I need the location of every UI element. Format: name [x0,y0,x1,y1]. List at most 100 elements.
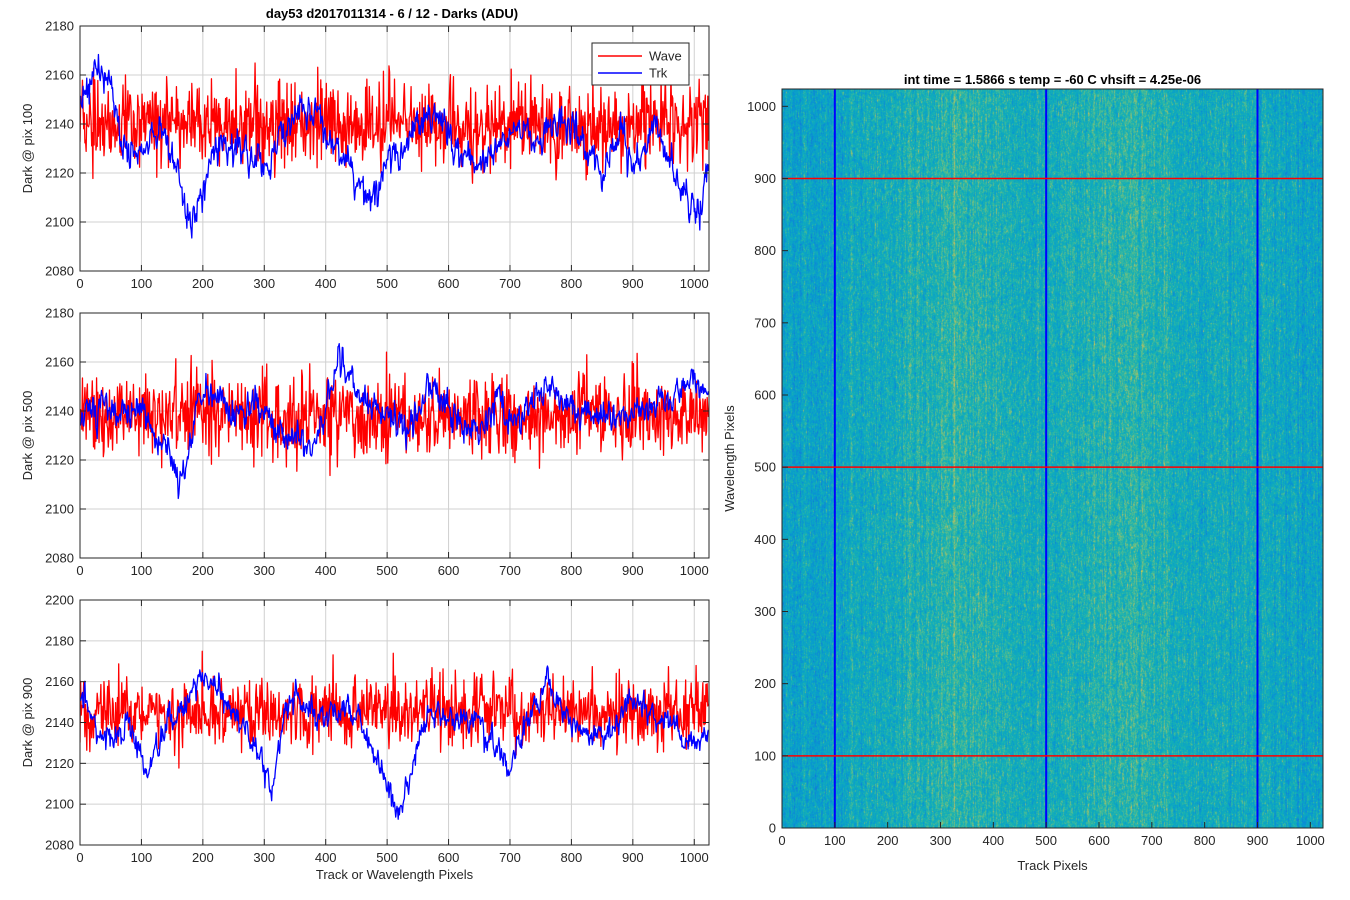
y-tick-label: 2120 [45,166,74,181]
x-tick-label: 300 [253,276,275,291]
x-axis-label: Track Pixels [1017,858,1088,873]
x-tick-label: 500 [376,276,398,291]
y-tick-label: 2180 [45,633,74,648]
x-tick-label: 800 [561,563,583,578]
x-tick-label: 1000 [680,850,709,865]
y-tick-label: 2080 [45,551,74,566]
x-tick-label: 800 [561,850,583,865]
heatmap-title: int time = 1.5866 s temp = -60 C vhsift … [904,72,1201,87]
x-tick-label: 300 [253,563,275,578]
x-tick-label: 400 [982,833,1004,848]
x-tick-label: 700 [499,850,521,865]
y-tick-label: 200 [754,676,776,691]
axes-frame [79,25,710,272]
x-tick-label: 200 [192,563,214,578]
x-tick-label: 900 [1247,833,1269,848]
x-tick-label: 100 [131,276,153,291]
x-tick-label: 600 [438,850,460,865]
x-tick-label: 500 [376,563,398,578]
x-tick-label: 1000 [1296,833,1325,848]
y-tick-label: 2100 [45,215,74,230]
x-tick-label: 700 [1141,833,1163,848]
x-tick-label: 0 [76,850,83,865]
legend-label-trk: Trk [649,66,668,81]
y-tick-label: 2100 [45,502,74,517]
y-tick-label: 2140 [45,404,74,419]
legend-box [591,42,690,86]
x-tick-label: 400 [315,563,337,578]
x-tick-label: 300 [253,850,275,865]
x-tick-label: 600 [438,276,460,291]
x-tick-label: 900 [622,850,644,865]
y-tick-label: 500 [754,460,776,475]
x-tick-label: 0 [76,276,83,291]
x-tick-label: 700 [499,563,521,578]
dark-frame-heatmap: 0 100 200 300 400 500 600 700 800 900 1000 0 100 200 3… [722,72,1325,873]
y-tick-label: 2180 [45,306,74,321]
y-tick-label: 2080 [45,838,74,853]
x-tick-label: 500 [376,850,398,865]
dark-pix500-plot: 0 100 200 300 400 500 600 700 800 900 1000 2080 2100… [20,306,710,578]
x-tick-label: 800 [561,276,583,291]
x-tick-label: 0 [76,563,83,578]
x-tick-label: 300 [930,833,952,848]
y-axis-label: Dark @ pix 900 [20,678,35,768]
x-tick-label: 600 [1088,833,1110,848]
dark-pix900-plot: 0 100 200 300 400 500 600 700 800 900 1000 2080 2100… [20,593,710,882]
y-tick-label: 600 [754,387,776,402]
plot-background [80,313,709,558]
dark-frame-image [782,89,1323,828]
axes-frame [79,312,710,559]
y-tick-label: 2160 [45,68,74,83]
figure-title: day53 d2017011314 - 6 / 12 - Darks (ADU) [266,6,518,21]
series-line-trk [80,665,709,820]
y-tick-label: 300 [754,604,776,619]
y-axis-label: Dark @ pix 100 [20,104,35,194]
x-tick-label: 1000 [680,276,709,291]
x-tick-label: 100 [131,563,153,578]
x-tick-label: 1000 [680,563,709,578]
y-tick-label: 2100 [45,797,74,812]
y-tick-label: 2120 [45,756,74,771]
heatmap-frame [781,88,1324,829]
y-tick-label: 2160 [45,355,74,370]
y-tick-label: 2180 [45,19,74,34]
series-line-trk [80,343,709,500]
y-tick-label: 1000 [747,99,776,114]
y-tick-label: 400 [754,532,776,547]
x-tick-label: 200 [192,276,214,291]
series-line-trk [80,53,709,239]
y-tick-label: 2120 [45,453,74,468]
series-line-wave [80,60,709,184]
x-tick-label: 800 [1194,833,1216,848]
y-tick-label: 0 [769,821,776,836]
x-tick-label: 200 [877,833,899,848]
x-tick-label: 100 [131,850,153,865]
x-tick-label: 0 [778,833,785,848]
legend: Wave Trk [591,42,690,86]
x-tick-label: 100 [824,833,846,848]
series-line-wave [80,650,709,769]
y-tick-label: 2080 [45,264,74,279]
y-axis-label: Wavelength Pixels [722,405,737,512]
y-tick-label: 700 [754,315,776,330]
y-tick-label: 900 [754,171,776,186]
y-tick-label: 2140 [45,117,74,132]
x-tick-label: 400 [315,276,337,291]
x-tick-label: 600 [438,563,460,578]
y-tick-label: 2140 [45,715,74,730]
x-axis-label: Track or Wavelength Pixels [316,867,474,882]
x-tick-label: 400 [315,850,337,865]
y-axis-label: Dark @ pix 500 [20,391,35,481]
x-tick-label: 700 [499,276,521,291]
y-tick-label: 100 [754,748,776,763]
legend-label-wave: Wave [649,49,682,64]
x-tick-label: 900 [622,563,644,578]
y-tick-label: 2160 [45,674,74,689]
x-tick-label: 200 [192,850,214,865]
y-tick-label: 800 [754,243,776,258]
x-tick-label: 900 [622,276,644,291]
x-tick-label: 500 [1035,833,1057,848]
dark-pix100-plot: 0 100 200 300 400 500 600 700 800 900 1000 2080 2100… [20,19,710,291]
